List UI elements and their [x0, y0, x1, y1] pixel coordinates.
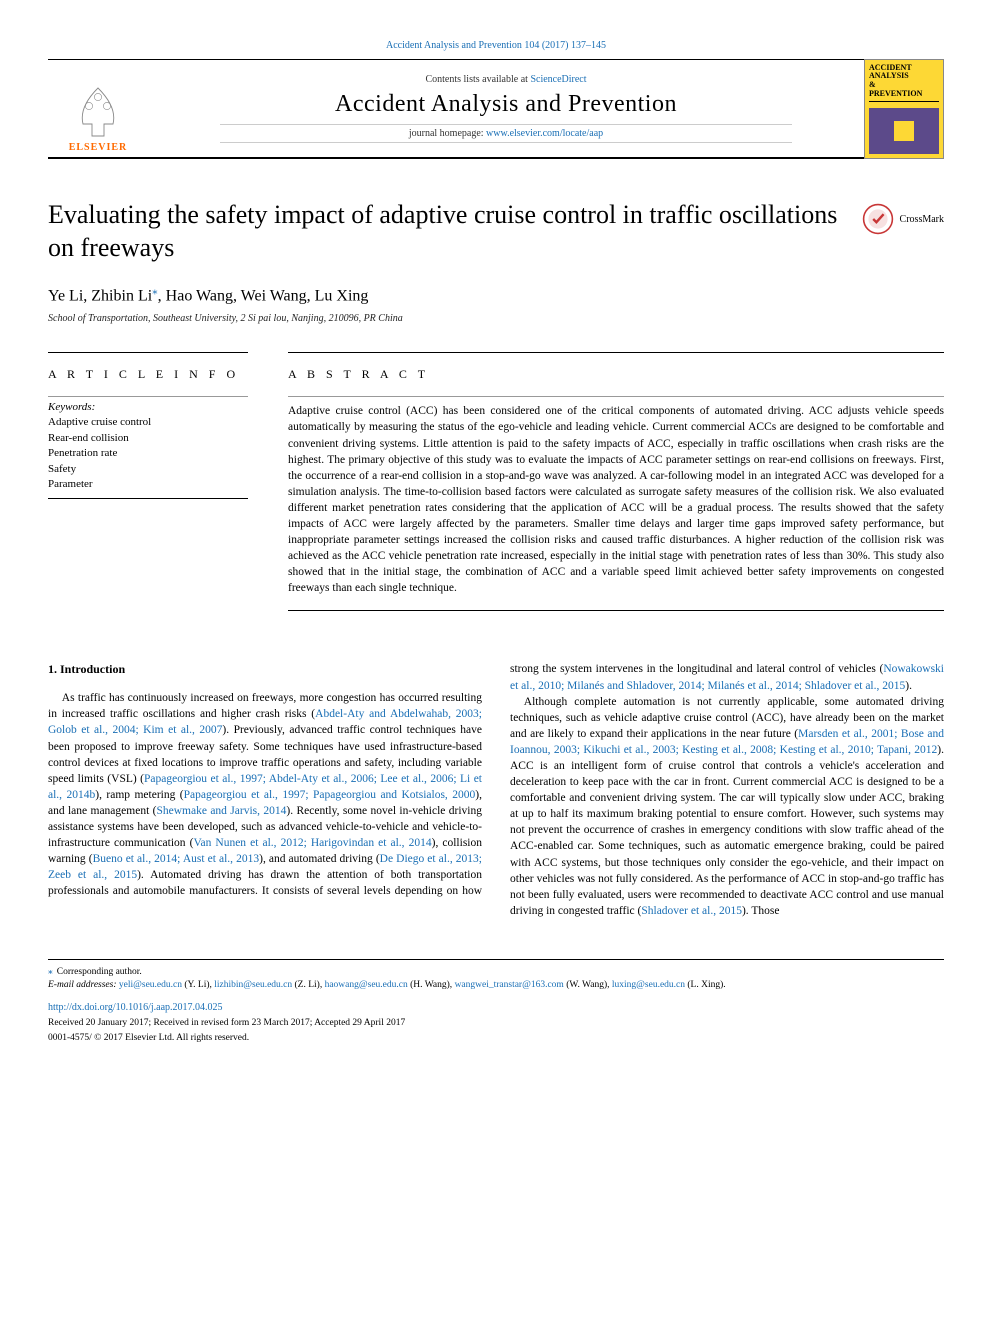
footnotes: ⁎ Corresponding author. E-mail addresses… — [48, 959, 944, 1045]
citation-link[interactable]: Bueno et al., 2014; Aust et al., 2013 — [93, 853, 260, 865]
corresponding-author-note: ⁎ Corresponding author. — [48, 966, 944, 979]
doi-line: http://dx.doi.org/10.1016/j.aap.2017.04.… — [48, 1001, 944, 1015]
keywords-label: Keywords: — [48, 396, 248, 413]
info-abstract-row: A R T I C L E I N F O Keywords: Adaptive… — [48, 352, 944, 611]
intro-paragraph-2: Although complete automation is not curr… — [510, 694, 944, 919]
affiliation: School of Transportation, Southeast Univ… — [48, 313, 944, 324]
authors-line: Ye Li, Zhibin Li⁎, Hao Wang, Wei Wang, L… — [48, 284, 944, 305]
email-link[interactable]: yeli@seu.edu.cn — [119, 980, 182, 990]
page-root: Accident Analysis and Prevention 104 (20… — [0, 0, 992, 1065]
corresponding-text: Corresponding author. — [57, 966, 142, 979]
sciencedirect-link[interactable]: ScienceDirect — [530, 74, 586, 85]
homepage-line: journal homepage: www.elsevier.com/locat… — [220, 124, 793, 143]
journal-header: ELSEVIER Contents lists available at Sci… — [48, 59, 944, 159]
citation-link[interactable]: Van Nunen et al., 2012; Harigovindan et … — [193, 837, 431, 849]
keyword: Adaptive cruise control — [48, 415, 248, 430]
authors-first: Ye Li, Zhibin Li — [48, 287, 152, 304]
crossmark-icon — [862, 203, 894, 235]
citation-header: Accident Analysis and Prevention 104 (20… — [48, 40, 944, 51]
elsevier-logo: ELSEVIER — [48, 59, 148, 159]
asterisk-mark: ⁎ — [48, 966, 53, 979]
email-link[interactable]: wangwei_transtar@163.com — [455, 980, 564, 990]
journal-cover: ACCIDENT ANALYSIS & PREVENTION — [864, 59, 944, 159]
copyright-line: 0001-4575/ © 2017 Elsevier Ltd. All righ… — [48, 1032, 944, 1045]
keyword: Safety — [48, 462, 248, 477]
cover-line2: ANALYSIS — [869, 72, 939, 81]
journal-name: Accident Analysis and Prevention — [335, 91, 677, 118]
abstract-text: Adaptive cruise control (ACC) has been c… — [288, 396, 944, 611]
email-link[interactable]: lizhibin@seu.edu.cn — [214, 980, 292, 990]
abstract-column: A B S T R A C T Adaptive cruise control … — [288, 352, 944, 611]
email-line: E-mail addresses: yeli@seu.edu.cn (Y. Li… — [48, 979, 944, 992]
crossmark-badge[interactable]: CrossMark — [862, 203, 944, 235]
citation-link[interactable]: Shladover et al., 2015 — [641, 905, 742, 917]
email-label: E-mail addresses: — [48, 980, 119, 990]
elsevier-text: ELSEVIER — [67, 142, 130, 153]
header-middle: Contents lists available at ScienceDirec… — [148, 60, 864, 157]
email-link[interactable]: haowang@seu.edu.cn — [325, 980, 408, 990]
keyword: Rear-end collision — [48, 431, 248, 446]
keywords-list: Adaptive cruise control Rear-end collisi… — [48, 415, 248, 492]
article-title: Evaluating the safety impact of adaptive… — [48, 199, 850, 264]
received-line: Received 20 January 2017; Received in re… — [48, 1017, 944, 1030]
citation-link[interactable]: Shewmake and Jarvis, 2014 — [156, 805, 286, 817]
article-info-column: A R T I C L E I N F O Keywords: Adaptive… — [48, 352, 248, 611]
article-info-heading: A R T I C L E I N F O — [48, 367, 248, 382]
abstract-heading: A B S T R A C T — [288, 367, 944, 382]
authors-rest: , Hao Wang, Wei Wang, Lu Xing — [158, 287, 369, 304]
homepage-link[interactable]: www.elsevier.com/locate/aap — [486, 128, 603, 139]
contents-line: Contents lists available at ScienceDirec… — [425, 74, 586, 85]
section-heading: 1. Introduction — [48, 661, 482, 678]
email-link[interactable]: luxing@seu.edu.cn — [612, 980, 685, 990]
body-columns: 1. Introduction As traffic has continuou… — [48, 661, 944, 919]
keyword: Parameter — [48, 477, 248, 492]
citation-link[interactable]: Papageorgiou et al., 1997; Papageorgiou … — [184, 789, 476, 801]
keyword: Penetration rate — [48, 446, 248, 461]
crossmark-text: CrossMark — [900, 214, 944, 225]
doi-link[interactable]: http://dx.doi.org/10.1016/j.aap.2017.04.… — [48, 1002, 223, 1013]
title-block: Evaluating the safety impact of adaptive… — [48, 199, 944, 264]
homepage-prefix: journal homepage: — [409, 128, 486, 139]
elsevier-tree-icon — [63, 82, 133, 142]
contents-prefix: Contents lists available at — [425, 74, 530, 85]
cover-line4: PREVENTION — [869, 90, 939, 99]
